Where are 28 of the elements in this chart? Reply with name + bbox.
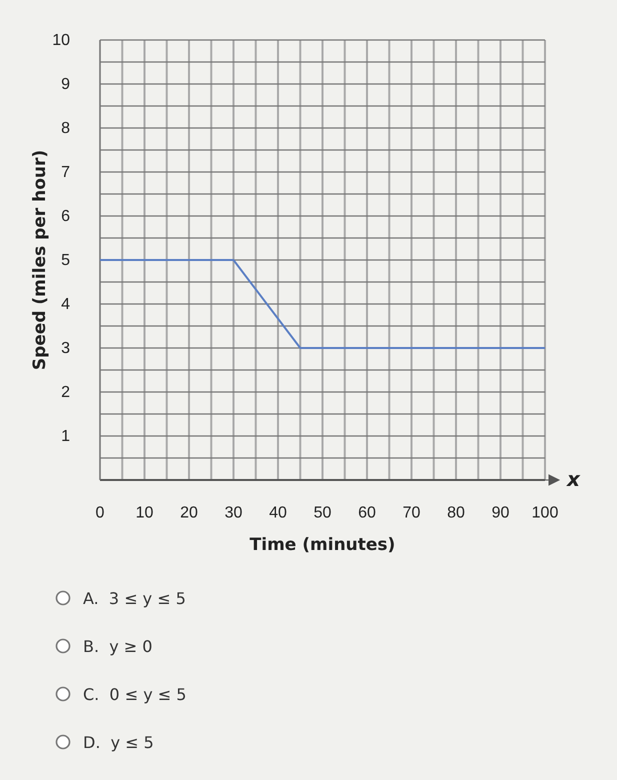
x-tick-label: 30 <box>224 504 242 522</box>
y-axis-title: Speed (miles per hour) <box>30 150 50 370</box>
x-tick-label: 40 <box>269 504 287 522</box>
text: A. 3 ≤ y ≤ 5 <box>83 589 186 608</box>
y-tick-label: 9 <box>61 76 70 94</box>
x-tick-label: 90 <box>492 504 510 522</box>
y-tick-label: 2 <box>61 384 70 402</box>
x-tick-label: 60 <box>358 504 376 522</box>
x-tick-label: 70 <box>402 504 420 522</box>
y-tick-label: 5 <box>61 252 70 270</box>
y-tick-label: 10 <box>52 32 70 50</box>
x-tick-label: 20 <box>180 504 198 522</box>
y-tick-label: 4 <box>61 296 70 314</box>
y-tick-label: 1 <box>61 428 70 446</box>
text: C. 0 ≤ y ≤ 5 <box>83 685 186 704</box>
y-tick-label: 6 <box>61 208 70 226</box>
x-axis-title: Time (minutes) <box>250 535 396 555</box>
text: x <box>566 467 581 491</box>
x-tick-label: 10 <box>136 504 154 522</box>
text: D. y ≤ 5 <box>83 733 154 752</box>
text: B. y ≥ 0 <box>83 637 152 656</box>
y-tick-label: 7 <box>61 164 70 182</box>
x-tick-label: 80 <box>447 504 465 522</box>
y-tick-label: 3 <box>61 340 70 358</box>
x-tick-label: 100 <box>532 504 558 522</box>
y-tick-label: 8 <box>61 120 70 138</box>
x-tick-label: 0 <box>96 504 105 522</box>
x-tick-label: 50 <box>314 504 332 522</box>
